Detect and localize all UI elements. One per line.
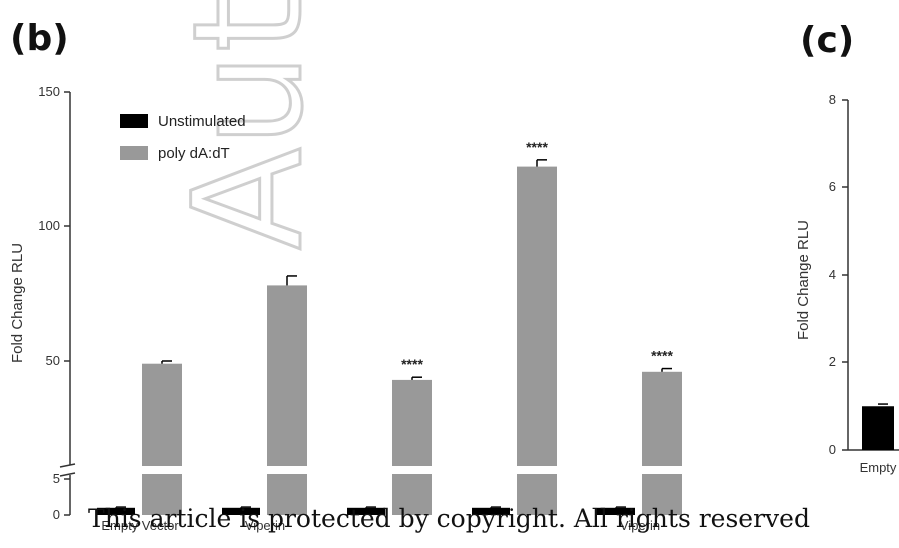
copyright-notice: This article is protected by copyright. …	[0, 501, 899, 540]
significance-label: ****	[401, 356, 423, 372]
y-tick-label: 4	[829, 267, 836, 282]
axis-break-stripe	[266, 466, 308, 474]
legend-swatch-unstimulated	[120, 114, 148, 128]
y-tick-label: 6	[829, 179, 836, 194]
axis-break-mark	[59, 463, 76, 468]
x-tick-label: Empty	[860, 460, 897, 475]
bar-poly-da-dt	[142, 363, 182, 515]
legend-swatch-poly-da-dt	[120, 146, 148, 160]
axis-break-mark	[59, 472, 76, 477]
y-tick-label: 0	[829, 442, 836, 457]
axis-break-stripe	[641, 466, 683, 474]
panel-b-axes: 150 100 50 5 0 Fold Change RLU	[9, 84, 76, 522]
x-tick-label: Empty Vector	[101, 518, 179, 533]
panel-c-y-axis-label: Fold Change RLU	[795, 220, 812, 340]
x-tick-label: Viperin	[620, 518, 660, 533]
axis-break-stripe	[141, 466, 183, 474]
axis-break-stripe	[391, 466, 433, 474]
legend: Unstimulated poly dA:dT	[120, 113, 246, 162]
bar-poly-da-dt	[642, 371, 682, 515]
bar-poly-da-dt	[392, 379, 432, 515]
panel-b-label: (b)	[10, 18, 69, 59]
panel-b-bars: **** **** ****	[97, 139, 683, 515]
bar-unstimulated	[97, 507, 135, 515]
y-tick-label: 0	[53, 507, 60, 522]
bar-unstimulated	[347, 507, 385, 515]
panel-b-x-labels: Empty Vector Viperin Viperin	[101, 518, 660, 533]
y-tick-label: 2	[829, 354, 836, 369]
y-tick-label: 50	[46, 353, 60, 368]
y-tick-label: 150	[38, 84, 60, 99]
watermark: Auth	[162, 0, 336, 250]
y-tick-label: 8	[829, 92, 836, 107]
significance-label: ****	[651, 348, 673, 364]
bar-unstimulated	[222, 507, 260, 515]
axis-break-stripe	[516, 466, 558, 474]
y-tick-label: 100	[38, 218, 60, 233]
x-tick-label: Viperin	[245, 518, 285, 533]
copyright-text: This article is protected by copyright. …	[88, 504, 810, 533]
panel-c-bars: Empty	[860, 403, 897, 475]
legend-label-unstimulated: Unstimulated	[158, 113, 246, 130]
bar-poly-da-dt	[517, 166, 557, 515]
legend-label-poly-da-dt: poly dA:dT	[158, 145, 230, 162]
bar-unstimulated	[862, 406, 894, 450]
panel-c-axes: 8 6 4 2 0 Fold Change RLU	[795, 92, 899, 457]
y-tick-label: 5	[53, 471, 60, 486]
bar-poly-da-dt	[267, 285, 307, 515]
significance-label: ****	[526, 139, 548, 155]
bar-unstimulated	[472, 507, 510, 515]
panel-c-label: (c)	[800, 20, 854, 61]
copyright-svg: This article is protected by copyright. …	[88, 504, 810, 533]
panel-b-y-axis-label: Fold Change RLU	[9, 243, 26, 363]
bar-unstimulated	[597, 507, 635, 515]
